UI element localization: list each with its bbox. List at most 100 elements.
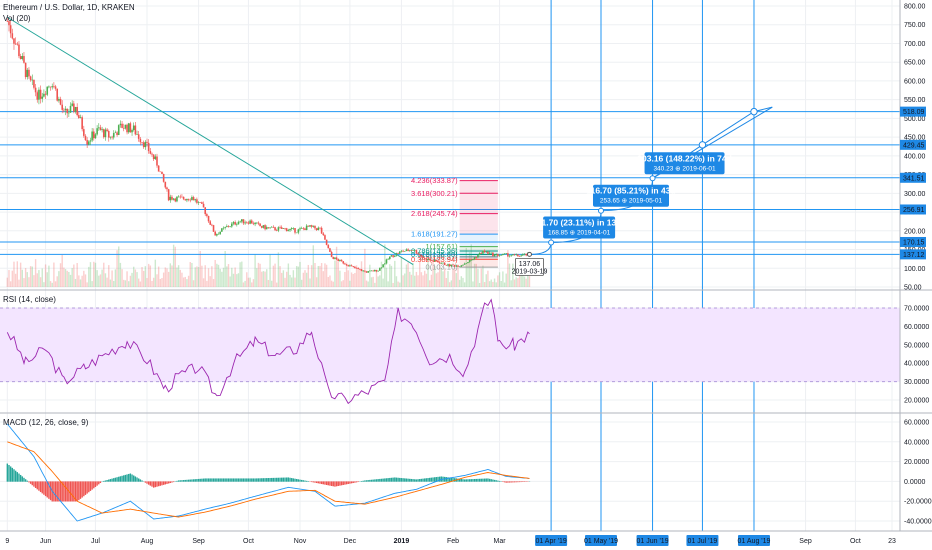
callout-subtitle: 340.23 ⊕ 2019-06-01 <box>653 165 716 172</box>
macd-histogram-bar <box>43 481 45 495</box>
macd-histogram-bar <box>129 473 132 482</box>
symbol-title[interactable]: Ethereum / U.S. Dollar, 1D, KRAKEN <box>3 3 135 12</box>
volume-bar <box>402 275 404 287</box>
macd-histogram-bar <box>61 481 63 502</box>
volume-bar <box>83 270 85 287</box>
volume-bar <box>488 281 491 287</box>
macd-histogram-bar <box>385 478 388 482</box>
candle-body <box>41 96 44 99</box>
candle-body <box>24 62 27 78</box>
macd-histogram-bar <box>462 479 464 482</box>
candle-body <box>109 136 112 138</box>
volume-bar <box>231 267 233 287</box>
volume-bar <box>389 264 391 287</box>
macd-histogram-bar <box>286 477 288 482</box>
volume-label[interactable]: Vol (20) <box>3 14 31 23</box>
time-axis[interactable]: 9 Jun Jul Aug Sep Oct Nov Dec 2019 Feb Mar Sep Oct 23… <box>5 535 896 546</box>
horizontal-levels[interactable] <box>0 111 900 255</box>
macd-histogram-bar <box>13 469 15 482</box>
macd-histogram-bar <box>23 477 25 482</box>
price-tick-label: 300.00 <box>904 191 926 198</box>
price-axis[interactable]: 800.00 750.00 700.00 650.00 600.00 550.00 500.… <box>900 4 932 526</box>
candle-body <box>254 222 256 225</box>
volume-bar <box>257 262 260 287</box>
macd-label[interactable]: MACD (12, 26, close, 9) <box>3 418 89 427</box>
callouts[interactable]: 31.70 (23.11%) in 13d 168.85 ⊕ 2019-04-01… <box>537 152 732 246</box>
candle-body <box>327 245 330 249</box>
candle-body <box>212 225 215 232</box>
time-marker-label: 01 Apr '19 <box>535 538 566 545</box>
macd-histogram-bar <box>229 478 231 482</box>
candle-body <box>229 226 231 228</box>
volume-bar <box>523 276 526 287</box>
candle-body <box>520 255 522 257</box>
macd-histogram-bar <box>58 481 60 502</box>
macd-histogram-bar <box>111 478 113 482</box>
volume-bar <box>207 268 210 287</box>
volume-bar <box>434 266 436 287</box>
macd-histogram-bar <box>137 478 140 482</box>
rsi-tick-label: 30.0000 <box>904 379 929 386</box>
macd-histogram-bar <box>342 481 344 485</box>
volume-bar <box>232 273 235 287</box>
candle-body <box>39 89 42 99</box>
macd-histogram-bar <box>389 477 391 482</box>
macd-histogram-bar <box>299 479 301 482</box>
fib-extension[interactable]: 4.236(333.87) 3.618(300.21) 2.618(245.74) 1… <box>411 176 498 272</box>
volume-bar <box>63 267 65 287</box>
trendline[interactable] <box>7 16 414 265</box>
volume-bar <box>204 265 206 287</box>
candle-body <box>207 215 210 222</box>
macd-histogram-bar <box>236 478 238 482</box>
volume-bar <box>505 273 507 287</box>
macd-histogram-bar <box>103 480 105 482</box>
volume-bar <box>420 272 423 287</box>
macd-histogram-bar <box>414 479 416 482</box>
macd-histogram-bar <box>71 481 73 502</box>
volume-bar <box>259 263 261 287</box>
macd-histogram-bar <box>344 481 346 485</box>
candle-body <box>245 222 248 224</box>
candle-body <box>403 251 406 252</box>
volume-bar <box>458 279 461 287</box>
candle-body <box>500 254 503 256</box>
rsi-tick-label: 70.0000 <box>904 306 929 313</box>
candle-body <box>21 56 24 60</box>
volume-bar <box>36 273 38 287</box>
candle-body <box>29 76 32 81</box>
rsi-label[interactable]: RSI (14, close) <box>3 295 56 304</box>
macd-histogram-bar <box>207 478 210 482</box>
vertical-markers[interactable] <box>550 0 755 531</box>
candle-body <box>231 223 233 227</box>
volume-bar <box>174 246 176 287</box>
macd-histogram-bar <box>64 481 67 502</box>
candle-body <box>217 233 220 235</box>
candle-body <box>129 123 132 133</box>
candle-body <box>355 268 358 269</box>
volume-bar <box>314 262 316 287</box>
volume-bar <box>66 270 68 287</box>
macd-histogram-bar <box>350 481 353 484</box>
volume-bar <box>221 271 223 287</box>
volume-bar <box>106 277 108 287</box>
candle-body <box>462 264 464 266</box>
volume-bar <box>435 273 438 287</box>
candle-body <box>282 228 285 229</box>
candle-body <box>502 253 504 255</box>
candle-body <box>385 259 388 264</box>
volume-bar <box>483 282 486 287</box>
volume-bar <box>507 250 509 287</box>
macd-histogram-bar <box>292 478 295 482</box>
volume-bar <box>144 266 147 287</box>
candle-body <box>453 265 456 267</box>
macd-histogram-bar <box>448 477 451 482</box>
candle-body <box>315 228 318 231</box>
volume-bar <box>89 262 92 287</box>
candle-body <box>498 255 501 257</box>
candle-body <box>187 198 190 200</box>
macd-histogram-bar <box>69 481 72 502</box>
candle-body <box>349 265 351 267</box>
macd-histogram-bar <box>282 477 285 482</box>
volume-bar <box>432 257 434 287</box>
